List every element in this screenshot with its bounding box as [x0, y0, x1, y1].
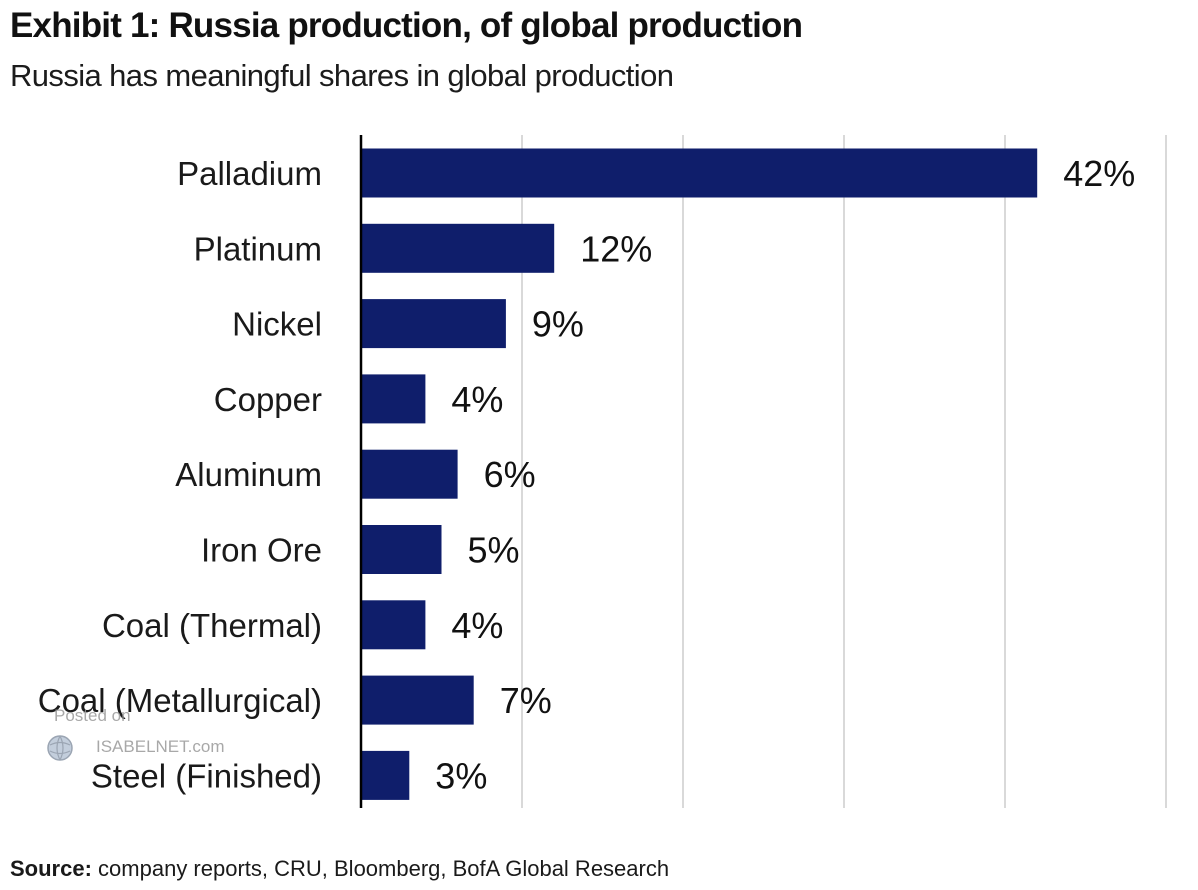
chart-subtitle: Russia has meaningful shares in global p… — [10, 58, 674, 93]
data-label: 3% — [435, 755, 487, 796]
data-label: 12% — [580, 228, 652, 269]
data-label: 6% — [484, 454, 536, 495]
bar — [361, 525, 442, 574]
watermark-site-text: ISABELNET.com — [96, 737, 225, 756]
data-label: 9% — [532, 304, 584, 345]
watermark-posted-text: Posted on — [54, 706, 131, 725]
bar — [361, 223, 555, 273]
watermark: Posted on ISABELNET.com — [46, 706, 286, 766]
category-label: Coal (Thermal) — [102, 607, 322, 644]
source-text: company reports, CRU, Bloomberg, BofA Gl… — [98, 856, 670, 881]
globe-icon — [47, 735, 73, 761]
category-label: Aluminum — [175, 456, 322, 493]
bar — [361, 148, 1038, 198]
bar — [361, 299, 506, 349]
data-label: 5% — [468, 530, 520, 571]
category-label: Platinum — [194, 230, 322, 267]
bar — [361, 600, 426, 650]
bar — [361, 449, 458, 499]
category-label: Iron Ore — [201, 532, 322, 569]
source-note: Source: company reports, CRU, Bloomberg,… — [10, 856, 669, 882]
bar — [361, 675, 474, 725]
bar — [361, 750, 410, 800]
category-label: Nickel — [232, 306, 322, 343]
category-label: Coal (Metallurgical) — [38, 682, 322, 719]
data-label: 4% — [451, 605, 503, 646]
category-label: Steel (Finished) — [91, 757, 322, 794]
data-label: 7% — [500, 680, 552, 721]
data-label: 4% — [451, 379, 503, 420]
data-label: 42% — [1063, 153, 1135, 194]
category-label: Copper — [214, 381, 322, 418]
source-label: Source: — [10, 856, 92, 881]
category-label: Palladium — [177, 155, 322, 192]
chart-title: Exhibit 1: Russia production, of global … — [10, 6, 803, 45]
bar — [361, 374, 426, 424]
